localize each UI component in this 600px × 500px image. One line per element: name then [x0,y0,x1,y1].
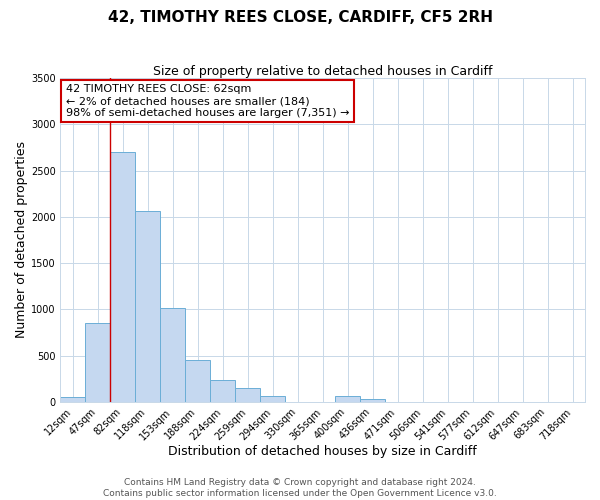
X-axis label: Distribution of detached houses by size in Cardiff: Distribution of detached houses by size … [169,444,477,458]
Text: 42 TIMOTHY REES CLOSE: 62sqm
← 2% of detached houses are smaller (184)
98% of se: 42 TIMOTHY REES CLOSE: 62sqm ← 2% of det… [65,84,349,117]
Bar [260,396,285,402]
Bar [61,397,85,402]
Text: 42, TIMOTHY REES CLOSE, CARDIFF, CF5 2RH: 42, TIMOTHY REES CLOSE, CARDIFF, CF5 2RH [107,10,493,25]
Bar [360,399,385,402]
Bar [85,323,110,402]
Bar [160,308,185,402]
Bar [110,152,136,402]
Bar [210,380,235,402]
Text: Contains HM Land Registry data © Crown copyright and database right 2024.
Contai: Contains HM Land Registry data © Crown c… [103,478,497,498]
Bar [136,211,160,402]
Bar [185,360,210,402]
Bar [235,388,260,402]
Bar [335,396,360,402]
Title: Size of property relative to detached houses in Cardiff: Size of property relative to detached ho… [153,65,493,78]
Y-axis label: Number of detached properties: Number of detached properties [15,142,28,338]
